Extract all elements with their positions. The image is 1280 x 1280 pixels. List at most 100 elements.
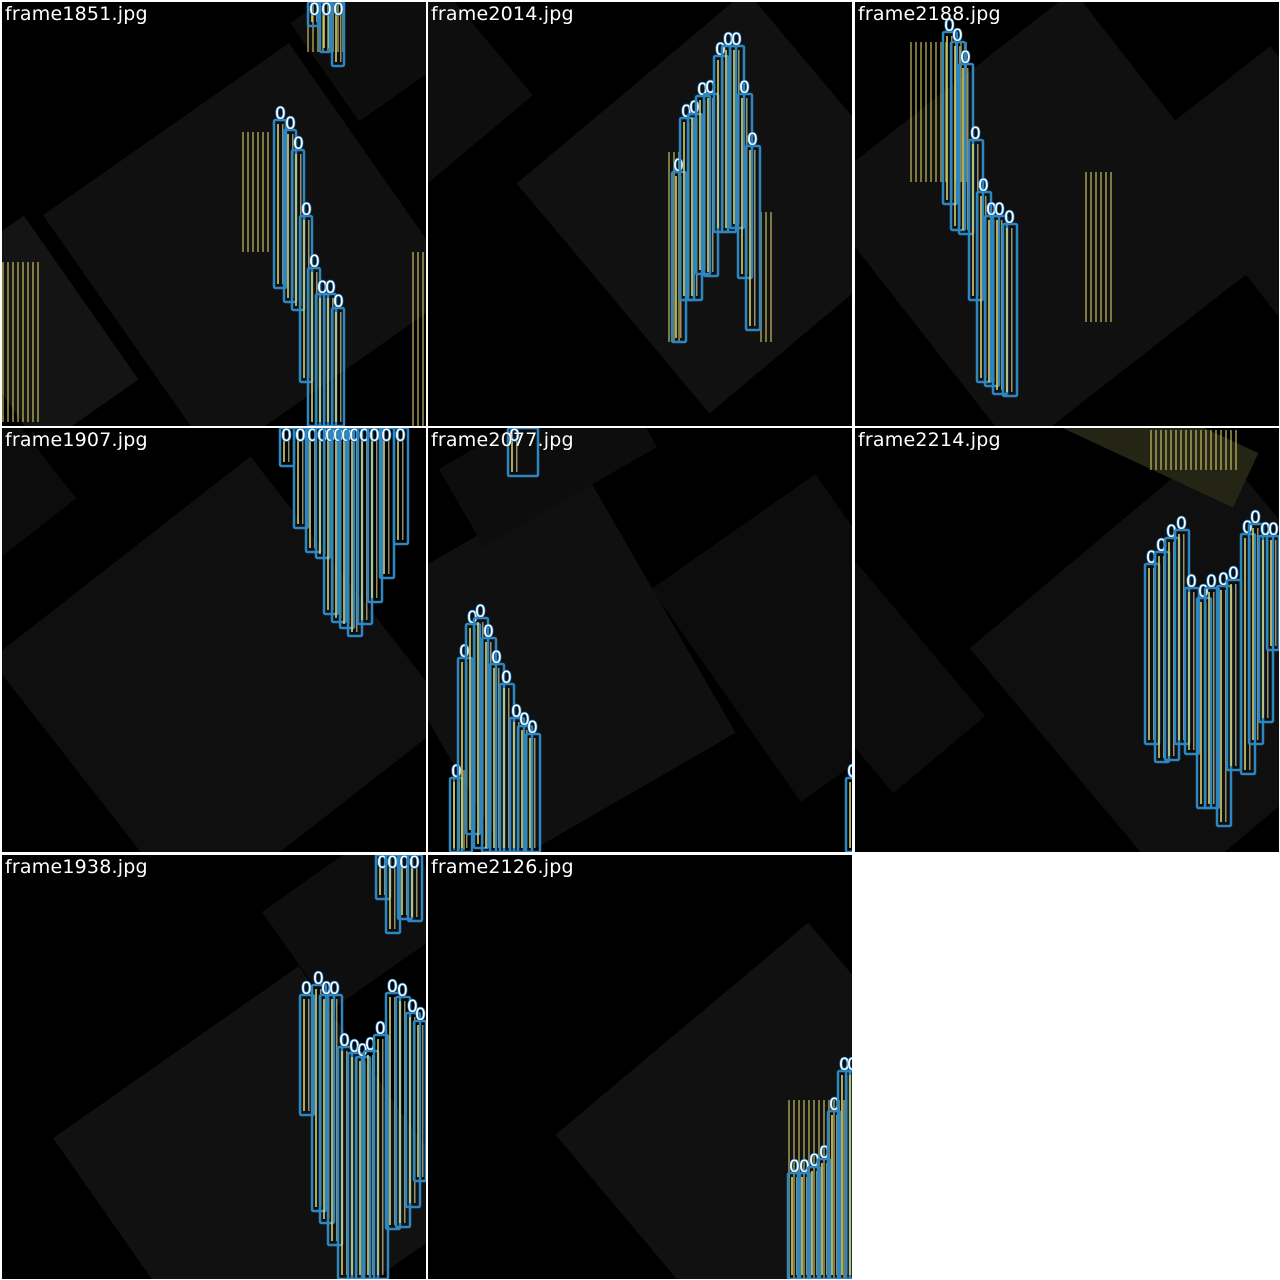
crystal-line (1208, 592, 1210, 804)
crystal-line (317, 2, 319, 52)
crystal-line (1095, 172, 1097, 322)
crystal-line (1193, 592, 1195, 750)
box-label: 0 (387, 855, 398, 873)
box-outline (372, 1033, 390, 1279)
crystal-line (463, 770, 465, 850)
box-outline (524, 732, 542, 852)
crystal-line (765, 212, 767, 342)
crystal-line (1220, 590, 1222, 822)
crystal-line (717, 60, 719, 228)
crystal-line (335, 312, 337, 422)
box-outline (298, 993, 316, 1117)
crystal-line (327, 432, 329, 610)
crystal-line (351, 432, 353, 632)
crystal-line (1148, 568, 1150, 740)
crystal-line (37, 262, 39, 422)
crystal-line (422, 252, 424, 426)
crystal-line (394, 859, 396, 929)
crystal-line (833, 1100, 835, 1279)
box-label: 0 (341, 428, 352, 446)
crystal-line (307, 2, 309, 52)
background-plane (651, 474, 852, 802)
crystal-line (327, 298, 329, 422)
box-label: 0 (325, 278, 336, 298)
detection-box: 0 (1183, 571, 1201, 756)
box-label: 0 (1268, 520, 1279, 540)
crystal-line (793, 1100, 795, 1279)
crystal-line (1195, 430, 1197, 470)
crystal-line (311, 6, 313, 22)
crystal-line (1252, 528, 1254, 740)
box-label: 0 (451, 762, 462, 782)
crystal-line (453, 782, 455, 848)
box-outline (272, 118, 288, 290)
crystal-line (741, 98, 743, 274)
detection-box: 0 (506, 428, 540, 478)
crystal-line (831, 1115, 833, 1275)
crystal-line (17, 262, 19, 422)
crystal-line (335, 432, 337, 618)
box-label: 0 (1198, 582, 1209, 602)
crystal-line (1220, 430, 1222, 470)
box-label: 0 (333, 428, 344, 446)
box-label: 0 (944, 16, 955, 36)
box-outline (330, 2, 346, 68)
crystal-strip (1085, 172, 1112, 322)
crystal-strip (1150, 430, 1237, 470)
box-label: 0 (847, 762, 852, 782)
crystal-line (1262, 540, 1264, 718)
crystal-line (801, 1177, 803, 1275)
box-outline (1001, 222, 1019, 398)
box-label: 0 (313, 969, 324, 989)
crystal-line (422, 1025, 424, 1177)
crystal-line (1235, 584, 1237, 766)
crystal-line (12, 262, 14, 422)
box-label: 0 (339, 1031, 350, 1051)
crystal-line (302, 432, 304, 524)
box-label: 0 (375, 1019, 386, 1039)
box-label: 0 (349, 1037, 360, 1057)
crystal-line (252, 132, 254, 252)
box-label: 0 (333, 292, 344, 312)
crystal-line (382, 1039, 384, 1275)
detection-box: 0 (744, 129, 762, 332)
crystal-line (283, 432, 285, 462)
box-label: 0 (960, 48, 971, 68)
detection-box: 0 (278, 428, 296, 468)
box-label: 0 (847, 1055, 852, 1075)
box-outline (1265, 534, 1279, 652)
background-plane (855, 562, 986, 794)
crystal-line (843, 1100, 845, 1279)
crystal-line (287, 134, 289, 298)
box-label: 0 (329, 979, 340, 999)
crystal-line (1235, 430, 1237, 470)
box-label: 0 (321, 2, 332, 20)
box-outline (1257, 534, 1275, 724)
crystal-line (469, 628, 471, 830)
crystal-line (1168, 542, 1170, 756)
box-label: 0 (1228, 564, 1239, 584)
box-outline (826, 1109, 842, 1279)
crystal-line (1178, 534, 1180, 740)
crystal-line (749, 150, 751, 326)
crystal-line (940, 42, 942, 182)
box-label: 0 (501, 668, 512, 688)
box-outline (786, 1171, 802, 1279)
crystal-line (351, 1057, 353, 1275)
box-label: 0 (409, 855, 420, 873)
crystal-line (1180, 430, 1182, 470)
box-label: 0 (1242, 518, 1253, 538)
crystal-line (1155, 430, 1157, 470)
box-label: 0 (467, 608, 478, 628)
crystal-line (367, 1055, 369, 1275)
box-label: 0 (475, 602, 486, 622)
crystal-line (485, 642, 487, 848)
crystal-line (1190, 430, 1192, 470)
crystal-line (683, 122, 685, 296)
detection-box: 0 (524, 717, 542, 852)
crystal-line (303, 999, 305, 1111)
